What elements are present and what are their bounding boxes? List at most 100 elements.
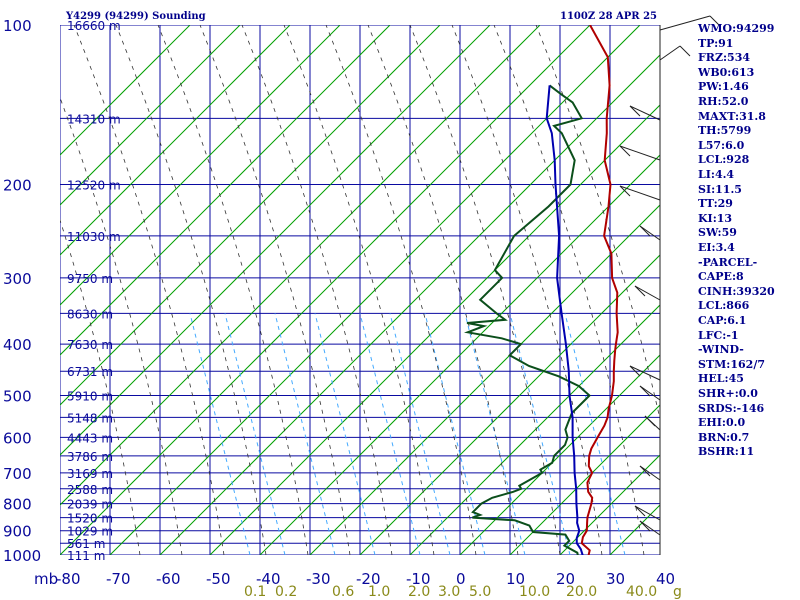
wind-barb-feather (629, 365, 641, 377)
height-label: 16660 m (67, 19, 121, 33)
pressure-tick-label: 500 (3, 387, 32, 405)
dry-adiabat-line (535, 25, 660, 421)
height-label: 4443 m (67, 431, 113, 445)
isotherm-line (209, 104, 660, 555)
dry-adiabat-line (60, 96, 183, 555)
dry-adiabat-line (157, 25, 309, 555)
height-label: 2588 m (67, 483, 113, 497)
isotherm-line (60, 25, 441, 406)
mixing-ratio-label: 3.0 (438, 584, 460, 600)
wind-barb-feather (629, 105, 641, 117)
temperature-tick-label: -50 (206, 570, 231, 588)
dry-adiabat-line (199, 25, 351, 555)
temperature-tick-label: 10 (506, 570, 525, 588)
pressure-tick-label: 700 (3, 465, 32, 483)
dry-adiabat-line (115, 25, 267, 555)
temperature-tick-label: 40 (656, 570, 675, 588)
isotherm-line (60, 25, 491, 456)
temperature-tick-label: -30 (306, 570, 331, 588)
isotherm-line (409, 304, 660, 555)
mixing-ratio-line (389, 313, 451, 555)
mixing-ratio-label: 0.6 (332, 584, 354, 600)
series-layer (463, 25, 619, 555)
wind-barb-feather (619, 185, 631, 197)
height-label: 8630 m (67, 307, 113, 321)
isotherm-line (509, 404, 660, 555)
mixing-ratio-line (424, 313, 486, 555)
wind-barb (639, 520, 661, 536)
height-label: 6731 m (67, 365, 113, 379)
wind-barb-feather (639, 520, 651, 532)
wind-barb-feather (619, 145, 631, 157)
wind-barb-feather (634, 285, 646, 297)
mixing-ratio-label: 5.0 (469, 584, 491, 600)
isotherm-line (159, 54, 660, 555)
wind-barb (634, 505, 661, 521)
isotherm-line (259, 154, 660, 555)
temperature-tick-label: -40 (256, 570, 281, 588)
height-label: 12520 m (67, 179, 121, 193)
temperature-line (580, 25, 619, 555)
dry-adiabat-line (60, 218, 141, 555)
mixing-ratio-label: 40.0 (626, 584, 657, 600)
pressure-tick-label: 600 (3, 429, 32, 447)
isotherm-line (60, 25, 241, 206)
isotherm-line (60, 25, 591, 555)
dry-adiabat-line (409, 25, 561, 555)
isotherm-line (60, 25, 391, 356)
pressure-tick-label: 900 (3, 523, 32, 541)
wind-barb-feather (644, 415, 656, 427)
temperature-tick-label: 0 (456, 570, 466, 588)
temperature-tick-label: -80 (56, 570, 81, 588)
wind-barb (639, 385, 661, 401)
isotherm-line (60, 25, 291, 256)
pressure-unit-label: mb (34, 570, 58, 588)
wind-barb-feather (639, 465, 651, 477)
wind-barb-feather (679, 45, 691, 57)
wind-barb-feather (709, 15, 721, 27)
pressure-tick-label: 400 (3, 336, 32, 354)
pressure-tick-label: 1000 (3, 547, 41, 565)
dry-adiabat-line (241, 25, 393, 555)
isotherm-line (60, 25, 541, 506)
wind-barbs (619, 15, 721, 555)
wind-barb (619, 145, 661, 161)
pressure-tick-label: 200 (3, 177, 32, 195)
mixing-ratio-line (274, 313, 336, 555)
wind-barb (659, 45, 681, 61)
isotherm-line (559, 454, 660, 555)
dry-adiabat-line (451, 25, 603, 555)
height-label: 14310 m (67, 112, 121, 126)
dry-adiabat-line (493, 25, 645, 555)
wind-barb-feather (639, 385, 651, 397)
height-label: 561 m (67, 537, 105, 551)
mixing-ratio-label: 0.1 (244, 584, 266, 600)
mixing-ratio-label: 2.0 (408, 584, 430, 600)
wind-barb (639, 225, 661, 241)
dry-adiabat-line (283, 25, 435, 555)
mixing-ratio-line (564, 313, 626, 555)
dry-adiabat-line (367, 25, 519, 555)
height-label: 9750 m (67, 272, 113, 286)
height-label: 3169 m (67, 467, 113, 481)
mixing-ratio-line (189, 313, 251, 555)
mixing-ratio-label: 1.0 (368, 584, 390, 600)
chart-title: Y4299 (94299) Sounding (65, 11, 206, 22)
pressure-tick-label: 100 (3, 17, 32, 35)
wind-barb (639, 465, 661, 481)
pressure-tick-label: 800 (3, 496, 32, 514)
parcel-line (545, 85, 584, 555)
temperature-tick-label: 30 (606, 570, 625, 588)
mixing-ratio-label: 10.0 (519, 584, 550, 600)
mixing-ratio-label: 20.0 (566, 584, 597, 600)
wind-barb (629, 105, 661, 121)
temperature-tick-label: 20 (556, 570, 575, 588)
wind-barb (619, 185, 661, 201)
mixing-ratio-line (359, 313, 421, 555)
chart-time: 1100Z 28 APR 25 (560, 11, 657, 22)
mixing-ratio-line (464, 313, 526, 555)
height-label: 1029 m (67, 525, 113, 539)
mixing-ratio-line (224, 313, 286, 555)
